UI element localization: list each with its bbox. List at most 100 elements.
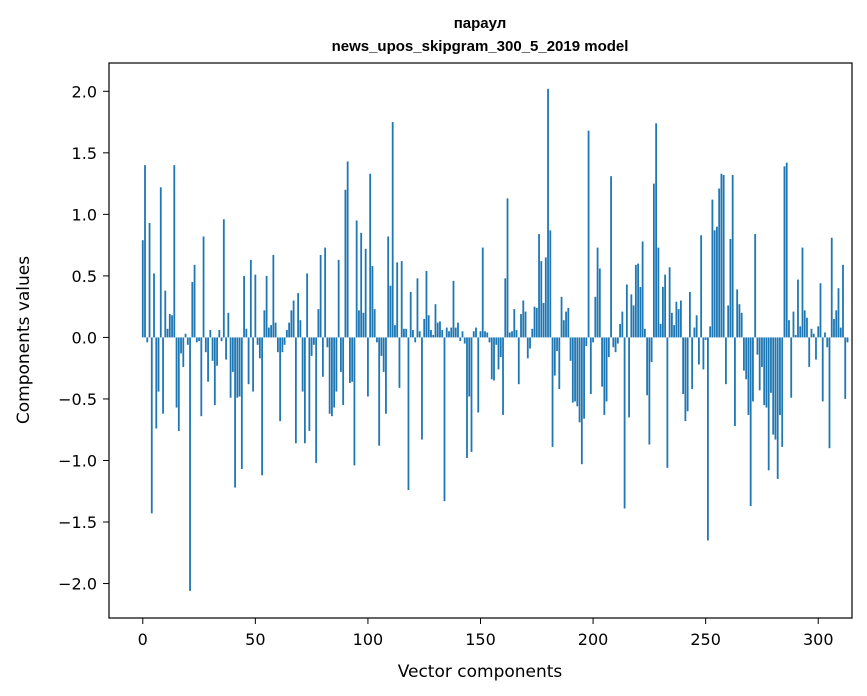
bar-31 (211, 337, 214, 361)
bar-69 (297, 293, 300, 338)
bar-52 (258, 337, 261, 359)
bar-264 (736, 289, 739, 338)
bar-221 (639, 286, 642, 338)
bar-126 (425, 270, 428, 338)
bar-9 (162, 337, 164, 414)
bar-76 (312, 337, 315, 345)
bar-178 (542, 302, 545, 338)
bar-225 (648, 337, 651, 445)
y-axis-label: Components values (14, 256, 34, 424)
bar-7 (157, 337, 160, 392)
bar-131 (436, 322, 439, 338)
bar-267 (743, 337, 745, 371)
bar-192 (574, 337, 576, 402)
bar-11 (166, 328, 169, 338)
bar-274 (758, 337, 761, 391)
bar-57 (270, 325, 273, 338)
bar-45 (243, 275, 245, 338)
bar-169 (522, 300, 525, 338)
bar-135 (445, 327, 448, 338)
bar-106 (380, 337, 383, 356)
bar-58 (272, 254, 275, 338)
bar-205 (603, 337, 606, 415)
bar-139 (454, 327, 457, 338)
bar-90 (344, 189, 347, 338)
bar-182 (551, 337, 554, 447)
bar-308 (835, 310, 838, 338)
bar-68 (294, 337, 297, 444)
bar-118 (407, 337, 410, 491)
bar-279 (770, 337, 772, 393)
y-tick-label: 1.0 (72, 205, 97, 224)
bar-21 (189, 337, 191, 591)
bar-236 (673, 325, 676, 338)
bar-312 (844, 337, 847, 399)
bar-220 (637, 263, 640, 338)
bar-280 (772, 337, 775, 435)
bar-204 (601, 337, 603, 387)
bar-41 (234, 337, 236, 488)
bar-150 (479, 331, 482, 338)
bar-191 (571, 337, 574, 403)
bar-60 (276, 337, 279, 353)
x-axis-ticks: 0 50 100 150 200 250 300 (138, 618, 834, 649)
bar-304 (826, 337, 829, 348)
bar-146 (470, 337, 473, 452)
bar-116 (403, 328, 405, 338)
bar-194 (578, 337, 581, 423)
bar-77 (315, 337, 318, 463)
bar-3 (148, 222, 151, 338)
bar-20 (186, 337, 189, 345)
bar-271 (752, 337, 754, 402)
bar-291 (797, 279, 799, 338)
bar-152 (484, 331, 486, 338)
bar-29 (207, 337, 209, 382)
bar-15 (175, 337, 178, 408)
bar-248 (700, 235, 703, 338)
bar-134 (443, 337, 446, 502)
bar-284 (781, 337, 784, 447)
bar-229 (657, 247, 660, 338)
bar-203 (598, 268, 601, 338)
bar-196 (583, 337, 585, 419)
bar-119 (409, 291, 412, 338)
bar-287 (788, 320, 790, 338)
bar-101 (369, 173, 372, 338)
bar-242 (686, 337, 689, 412)
bar-311 (842, 264, 844, 338)
bar-84 (331, 337, 333, 417)
bar-98 (362, 312, 365, 338)
bar-222 (641, 241, 644, 338)
bar-201 (594, 296, 597, 338)
bar-285 (783, 166, 786, 338)
bar-128 (430, 330, 432, 338)
bar-25 (198, 337, 200, 342)
bar-153 (486, 332, 489, 338)
bar-216 (628, 337, 630, 418)
bar-306 (830, 237, 833, 338)
bar-35 (220, 337, 223, 342)
bar-44 (240, 337, 243, 470)
bar-138 (452, 280, 455, 338)
bar-37 (225, 337, 227, 360)
bar-258 (722, 174, 725, 338)
bar-195 (580, 337, 583, 465)
bar-276 (763, 337, 766, 406)
bar-75 (310, 337, 313, 356)
bar-230 (659, 323, 662, 338)
bar-286 (785, 162, 788, 338)
bar-298 (812, 333, 815, 338)
bar-125 (423, 318, 426, 338)
bar-218 (632, 305, 635, 338)
bar-266 (740, 312, 743, 338)
bar-66 (290, 310, 293, 338)
bar-270 (749, 337, 752, 507)
bar-0 (141, 240, 144, 338)
bar-113 (396, 262, 399, 338)
bar-170 (524, 311, 527, 338)
bar-61 (279, 337, 282, 422)
bar-48 (249, 259, 252, 338)
bar-22 (191, 282, 194, 338)
bar-71 (301, 337, 304, 392)
